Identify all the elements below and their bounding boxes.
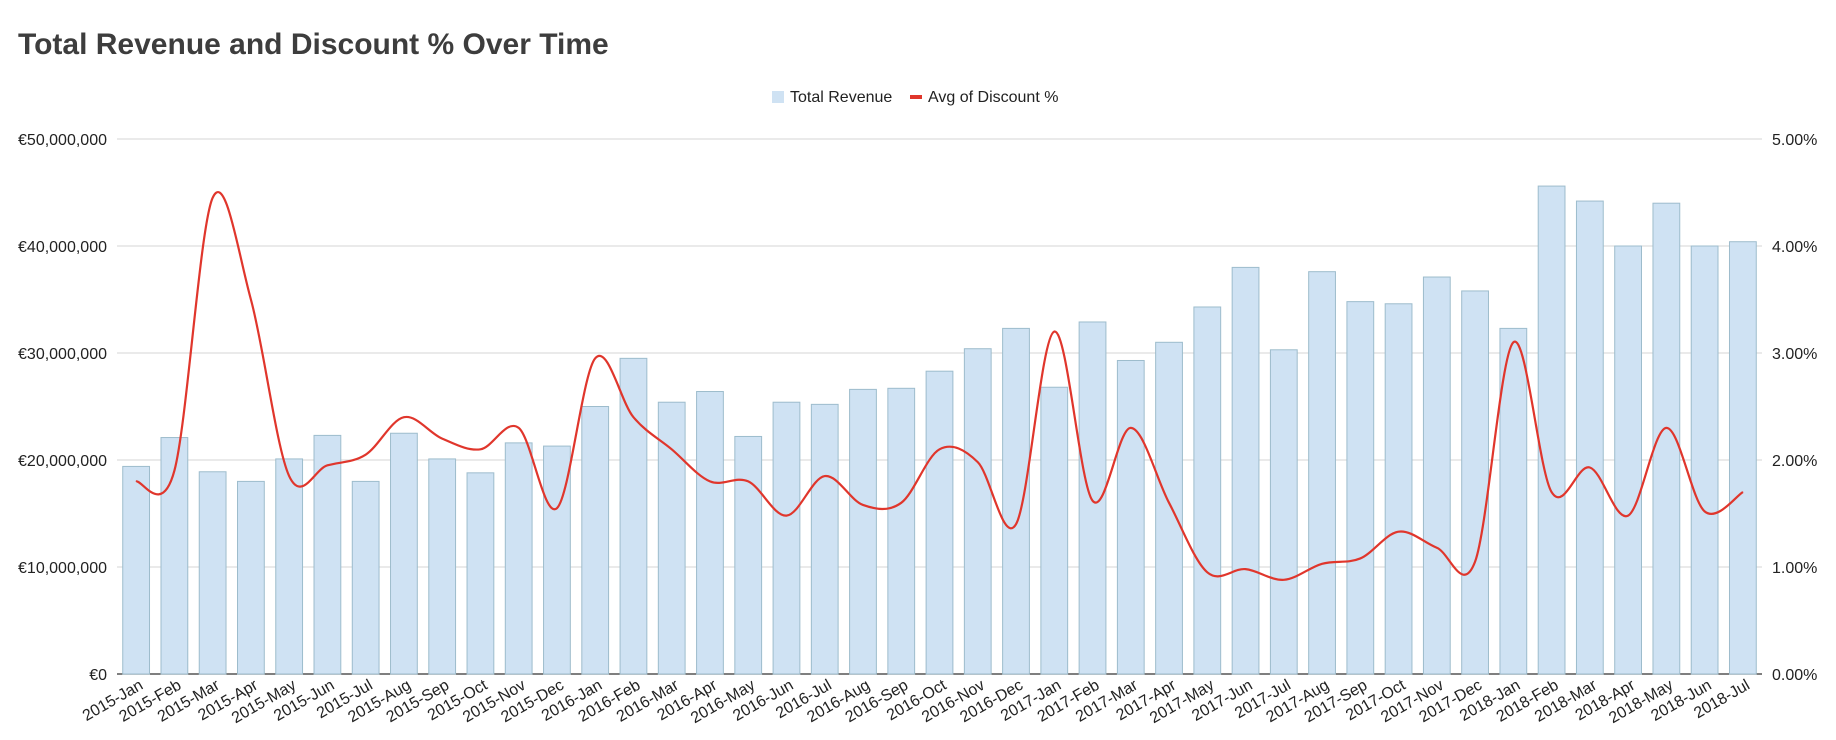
discount-point xyxy=(1628,515,1629,516)
discount-point xyxy=(1207,572,1208,573)
revenue-bar xyxy=(1194,307,1221,674)
revenue-bar xyxy=(582,407,609,675)
discount-point xyxy=(556,508,557,509)
y-right-tick-label: 0.00% xyxy=(1772,667,1817,684)
discount-point xyxy=(289,476,290,477)
legend-swatch-discount xyxy=(910,95,922,99)
revenue-bar xyxy=(1041,387,1068,674)
discount-point xyxy=(901,502,902,503)
revenue-bar xyxy=(276,459,303,674)
revenue-bar xyxy=(199,472,226,674)
discount-point xyxy=(671,449,672,450)
y-left-tick-label: €20,000,000 xyxy=(18,453,107,470)
y-right-tick-label: 4.00% xyxy=(1772,239,1817,256)
revenue-bar xyxy=(926,371,953,674)
discount-point xyxy=(442,438,443,439)
discount-point xyxy=(748,481,749,482)
revenue-bar xyxy=(1729,242,1756,674)
discount-point xyxy=(709,481,710,482)
y-right-tick-label: 3.00% xyxy=(1772,346,1817,363)
revenue-bar xyxy=(505,443,532,674)
discount-point xyxy=(1245,569,1246,570)
y-left-tick-label: €30,000,000 xyxy=(18,346,107,363)
discount-point xyxy=(1475,561,1476,562)
discount-point xyxy=(250,299,251,300)
y-right-tick-label: 5.00% xyxy=(1772,132,1817,149)
revenue-bar xyxy=(888,388,915,674)
revenue-bar xyxy=(1385,304,1412,674)
discount-point xyxy=(824,476,825,477)
discount-point xyxy=(1092,500,1093,501)
discount-point xyxy=(1054,331,1055,332)
revenue-bar xyxy=(620,358,647,674)
revenue-bar xyxy=(238,481,265,674)
discount-point xyxy=(1704,511,1705,512)
discount-point xyxy=(595,358,596,359)
revenue-bar xyxy=(1309,272,1336,674)
revenue-bar xyxy=(964,349,991,674)
revenue-bar xyxy=(429,459,456,674)
revenue-bar xyxy=(1462,291,1489,674)
discount-point xyxy=(1742,492,1743,493)
y-left-tick-label: €10,000,000 xyxy=(18,560,107,577)
revenue-bar xyxy=(1538,186,1565,674)
discount-point xyxy=(1283,579,1284,580)
discount-point xyxy=(480,449,481,450)
discount-point xyxy=(1322,563,1323,564)
revenue-bar xyxy=(352,481,379,674)
discount-point xyxy=(1513,342,1514,343)
revenue-bar xyxy=(1156,342,1183,674)
y-left-tick-label: €0 xyxy=(89,667,107,684)
discount-point xyxy=(327,465,328,466)
legend-swatch-revenue xyxy=(772,91,784,103)
revenue-bar xyxy=(697,392,724,674)
discount-point xyxy=(1398,531,1399,532)
revenue-bar xyxy=(1691,246,1718,674)
revenue-bar xyxy=(123,466,150,674)
discount-point xyxy=(1169,502,1170,503)
discount-point xyxy=(786,515,787,516)
bar-layer xyxy=(123,186,1757,674)
discount-point xyxy=(212,197,213,198)
revenue-bar xyxy=(735,436,762,674)
discount-point xyxy=(365,454,366,455)
revenue-bar xyxy=(811,404,838,674)
legend-label-revenue: Total Revenue xyxy=(790,89,892,106)
legend-label-discount: Avg of Discount % xyxy=(928,89,1058,106)
y-left-tick-label: €40,000,000 xyxy=(18,239,107,256)
discount-point xyxy=(977,462,978,463)
y-left-tick-label: €50,000,000 xyxy=(18,132,107,149)
discount-point xyxy=(174,470,175,471)
revenue-bar xyxy=(1270,350,1297,674)
revenue-bar xyxy=(1423,277,1450,674)
discount-point xyxy=(1551,492,1552,493)
discount-point xyxy=(1666,427,1667,428)
y-right-tick-label: 2.00% xyxy=(1772,453,1817,470)
discount-point xyxy=(136,481,137,482)
discount-point xyxy=(633,417,634,418)
revenue-bar xyxy=(850,389,877,674)
revenue-bar xyxy=(467,473,494,674)
y-right-tick-label: 1.00% xyxy=(1772,560,1817,577)
revenue-bar xyxy=(1232,267,1259,674)
discount-point xyxy=(939,449,940,450)
revenue-bar xyxy=(773,402,800,674)
discount-point xyxy=(518,427,519,428)
revenue-bar xyxy=(1003,328,1030,674)
discount-point xyxy=(1436,547,1437,548)
legend: Total Revenue Avg of Discount % xyxy=(772,89,1058,106)
revenue-bar xyxy=(1347,302,1374,674)
revenue-bar xyxy=(391,433,418,674)
discount-point xyxy=(1589,467,1590,468)
discount-point xyxy=(1360,558,1361,559)
discount-point xyxy=(1130,427,1131,428)
discount-point xyxy=(403,417,404,418)
discount-point xyxy=(1016,524,1017,525)
revenue-bar xyxy=(1117,360,1144,674)
revenue-bar xyxy=(1576,201,1603,674)
revenue-bar xyxy=(1615,246,1642,674)
discount-point xyxy=(862,504,863,505)
